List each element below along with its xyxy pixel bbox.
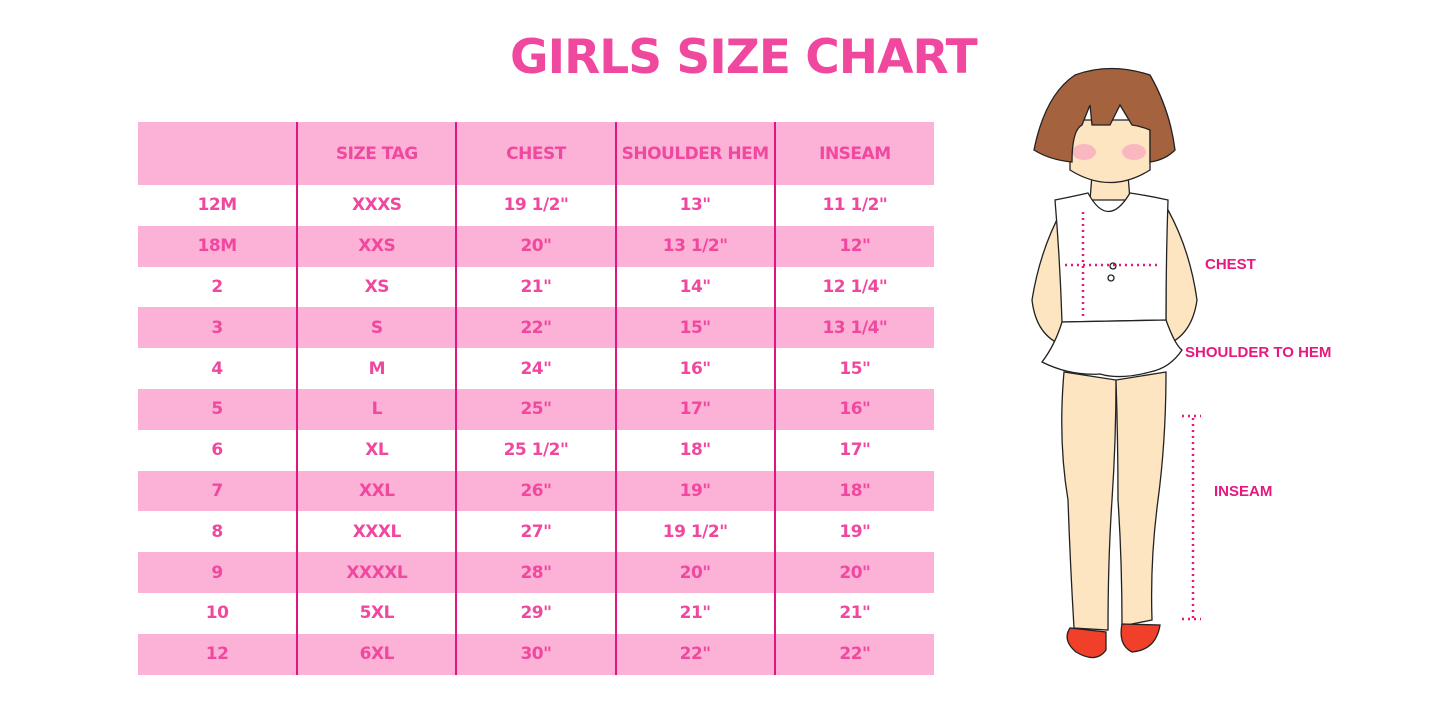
table-row: 12M XXXS 19 1/2" 13" 11 1/2"	[138, 185, 934, 226]
table-row: 12 6XL 30" 22" 22"	[138, 633, 934, 675]
table-cell: 19 1/2"	[455, 185, 616, 226]
column-header	[138, 122, 298, 185]
shoulder-to-hem-label: SHOULDER TO HEM	[1185, 344, 1332, 361]
table-cell: 18"	[614, 429, 775, 471]
table-cell: XXXXL	[296, 552, 457, 593]
table-header-row: SIZE TAG CHEST SHOULDER HEM INSEAM	[138, 122, 934, 185]
table-cell: 4	[211, 358, 223, 379]
table-cell: M	[296, 348, 457, 389]
table-cell: 15"	[614, 307, 775, 349]
table-cell: 6XL	[296, 633, 457, 675]
table-cell: 16"	[773, 388, 934, 430]
table-cell: 13 1/2"	[614, 225, 775, 267]
table-cell: 20"	[455, 225, 616, 267]
table-cell: 13"	[614, 185, 775, 226]
table-row: 7 XXL 26" 19" 18"	[138, 470, 934, 512]
table-cell: 7	[138, 470, 298, 512]
table-row: 8 XXXL 27" 19 1/2" 19"	[138, 511, 934, 553]
table-cell: L	[296, 388, 457, 430]
table-cell: 8	[211, 521, 223, 542]
table-row: 18M XXS 20" 13 1/2" 12"	[138, 225, 934, 267]
table-cell: XXS	[296, 225, 457, 267]
table-cell: 19"	[614, 470, 775, 512]
table-cell: 12"	[773, 225, 934, 267]
table-cell: 17"	[773, 429, 934, 471]
table-cell: 20"	[773, 552, 934, 593]
table-cell: 18M	[138, 225, 298, 267]
column-header: CHEST	[455, 122, 616, 185]
table-cell: 21"	[455, 266, 616, 308]
table-cell: 26"	[455, 470, 616, 512]
table-cell: 22"	[773, 633, 934, 675]
table-cell: XXL	[296, 470, 457, 512]
table-row: 3 S 22" 15" 13 1/4"	[138, 307, 934, 349]
table-cell: S	[296, 307, 457, 349]
table-cell: 5XL	[296, 592, 457, 634]
table-cell: 28"	[455, 552, 616, 593]
column-header: INSEAM	[773, 122, 934, 185]
table-cell: 12M	[197, 195, 238, 216]
table-row: 5 L 25" 17" 16"	[138, 388, 934, 430]
column-header: SHOULDER HEM	[614, 122, 775, 185]
table-cell: 12 1/4"	[773, 266, 934, 308]
table-row: 9 XXXXL 28" 20" 20"	[138, 552, 934, 593]
table-cell: 29"	[455, 592, 616, 634]
table-cell: 21"	[773, 592, 934, 634]
table-cell: XL	[296, 429, 457, 471]
table-row: 2 XS 21" 14" 12 1/4"	[138, 266, 934, 308]
table-cell: 18"	[773, 470, 934, 512]
table-cell: 2	[211, 276, 223, 297]
table-cell: 21"	[614, 592, 775, 634]
table-cell: 14"	[614, 266, 775, 308]
size-table: SIZE TAG CHEST SHOULDER HEM INSEAM 12M XX…	[138, 122, 934, 675]
inseam-label: INSEAM	[1214, 483, 1273, 500]
page-title: GIRLS SIZE CHART	[510, 30, 978, 85]
table-cell: XXXS	[296, 185, 457, 226]
table-cell: 9	[138, 552, 298, 593]
table-cell: 11 1/2"	[773, 185, 934, 226]
table-cell: 20"	[614, 552, 775, 593]
table-cell: 19"	[773, 511, 934, 553]
table-cell: 19 1/2"	[614, 511, 775, 553]
table-cell: 3	[138, 307, 298, 349]
table-cell: 17"	[614, 388, 775, 430]
table-cell: 16"	[614, 348, 775, 389]
table-cell: 10	[205, 603, 229, 624]
table-cell: 5	[138, 388, 298, 430]
table-cell: 22"	[614, 633, 775, 675]
table-cell: 30"	[455, 633, 616, 675]
table-cell: 15"	[773, 348, 934, 389]
table-cell: 12	[138, 633, 298, 675]
table-cell: 6	[211, 440, 223, 461]
table-cell: 22"	[455, 307, 616, 349]
table-cell: 25"	[455, 388, 616, 430]
table-cell: 13 1/4"	[773, 307, 934, 349]
table-cell: 27"	[455, 511, 616, 553]
table-row: 4 M 24" 16" 15"	[138, 348, 934, 389]
table-cell: XXXL	[296, 511, 457, 553]
table-cell: XS	[296, 266, 457, 308]
column-header: SIZE TAG	[296, 122, 457, 185]
table-cell: 25 1/2"	[455, 429, 616, 471]
table-cell: 24"	[455, 348, 616, 389]
table-row: 10 5XL 29" 21" 21"	[138, 592, 934, 634]
table-row: 6 XL 25 1/2" 18" 17"	[138, 429, 934, 471]
chest-label: CHEST	[1205, 256, 1256, 273]
